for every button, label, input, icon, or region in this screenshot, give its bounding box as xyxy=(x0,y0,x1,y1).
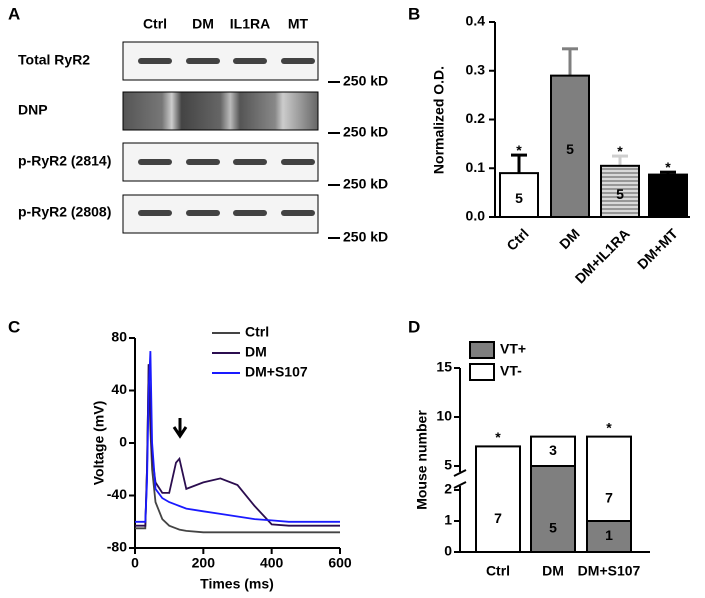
column-label: Ctrl xyxy=(143,16,167,32)
column-label: IL1RA xyxy=(230,16,270,32)
marker-label: 250 kD xyxy=(343,73,388,89)
y-tick-label: -40 xyxy=(107,486,127,502)
line xyxy=(135,364,340,534)
n-label: 5 xyxy=(566,141,574,157)
band xyxy=(281,210,315,216)
band xyxy=(138,159,172,165)
n-label: 5 xyxy=(616,186,624,202)
legend-swatch xyxy=(469,341,495,359)
value-label: 1 xyxy=(605,527,613,543)
arrow xyxy=(172,418,188,439)
y-tick-label: 2 xyxy=(444,481,452,497)
y-tick-label: 40 xyxy=(111,381,127,397)
significance: * xyxy=(617,143,623,159)
x-tick-label: Ctrl xyxy=(503,225,531,253)
x-tick-label: 0 xyxy=(131,555,139,571)
value-label: 5 xyxy=(549,520,557,536)
line xyxy=(135,364,340,527)
legend-label: VT- xyxy=(500,363,522,379)
value-label: 7 xyxy=(605,490,613,506)
column-label: DM xyxy=(192,16,214,32)
legend-swatch xyxy=(469,363,495,381)
y-tick-label: 0.0 xyxy=(466,208,486,224)
legend-label: DM xyxy=(245,344,267,360)
y-tick-label: -80 xyxy=(107,539,127,555)
marker-label: 250 kD xyxy=(343,229,388,245)
y-tick-label: 0.1 xyxy=(466,159,486,175)
x-tick-label: 600 xyxy=(328,555,352,571)
bar-segment xyxy=(586,520,632,553)
row-label: p-RyR2 (2814) xyxy=(18,153,111,169)
column-label: MT xyxy=(288,16,309,32)
y-axis-label: Voltage (mV) xyxy=(91,401,107,486)
y-axis-label: Mouse number xyxy=(414,410,430,510)
band xyxy=(233,159,267,165)
x-tick-label: DM xyxy=(542,563,564,579)
band xyxy=(186,58,220,64)
blot xyxy=(122,41,319,234)
y-tick-label: 0.3 xyxy=(466,61,486,77)
blot-strip xyxy=(122,91,319,131)
bar-segment xyxy=(475,445,521,553)
y-tick-label: 0.2 xyxy=(466,110,486,126)
x-tick-label: 200 xyxy=(192,555,216,571)
panel-label: A xyxy=(8,4,20,23)
significance: * xyxy=(606,419,612,435)
y-tick-label: 0.4 xyxy=(466,13,486,29)
row-label: Total RyR2 xyxy=(18,52,90,68)
band xyxy=(233,58,267,64)
band xyxy=(233,210,267,216)
bar-segment xyxy=(530,465,576,553)
y-tick-label: 10 xyxy=(436,408,452,424)
panel-label: D xyxy=(408,317,420,336)
band xyxy=(138,210,172,216)
significance: * xyxy=(495,429,501,445)
bar xyxy=(600,164,640,218)
y-axis-label: Normalized O.D. xyxy=(431,66,447,174)
bar xyxy=(648,173,688,218)
y-tick-label: 1 xyxy=(444,512,452,528)
bar-segment xyxy=(586,435,632,523)
y-tick-label: 5 xyxy=(444,457,452,473)
row-label: DNP xyxy=(18,102,48,118)
band xyxy=(138,58,172,64)
legend-label: DM+S107 xyxy=(245,364,308,380)
x-tick-label: DM+MT xyxy=(634,225,681,272)
line xyxy=(135,351,340,523)
band xyxy=(281,58,315,64)
y-tick-label: 0 xyxy=(444,543,452,559)
row-label: p-RyR2 (2808) xyxy=(18,204,111,220)
band xyxy=(186,159,220,165)
panel-label: B xyxy=(408,4,420,23)
marker-label: 250 kD xyxy=(343,124,388,140)
panel-label: C xyxy=(8,317,20,336)
significance: * xyxy=(516,142,522,158)
x-tick-label: DM+S107 xyxy=(578,563,641,579)
legend-label: VT+ xyxy=(500,341,526,357)
bar-segment xyxy=(530,435,576,468)
y-tick-label: 80 xyxy=(111,329,127,345)
x-tick-label: Ctrl xyxy=(486,563,510,579)
bar xyxy=(499,172,539,218)
x-tick-label: DM xyxy=(556,225,583,252)
n-label: 5 xyxy=(515,190,523,206)
x-tick-label: DM+IL1RA xyxy=(572,225,633,286)
bar xyxy=(550,74,590,218)
marker-label: 250 kD xyxy=(343,176,388,192)
x-tick-label: 400 xyxy=(260,555,284,571)
legend-label: Ctrl xyxy=(245,324,269,340)
value-label: 3 xyxy=(549,442,557,458)
band xyxy=(186,210,220,216)
axis-break xyxy=(453,469,467,489)
n-label: 3 xyxy=(664,190,672,206)
y-tick-label: 15 xyxy=(436,359,452,375)
value-label: 7 xyxy=(494,510,502,526)
significance: * xyxy=(665,159,671,175)
band xyxy=(281,159,315,165)
x-axis-label: Times (ms) xyxy=(200,576,274,592)
y-tick-label: 0 xyxy=(119,434,127,450)
